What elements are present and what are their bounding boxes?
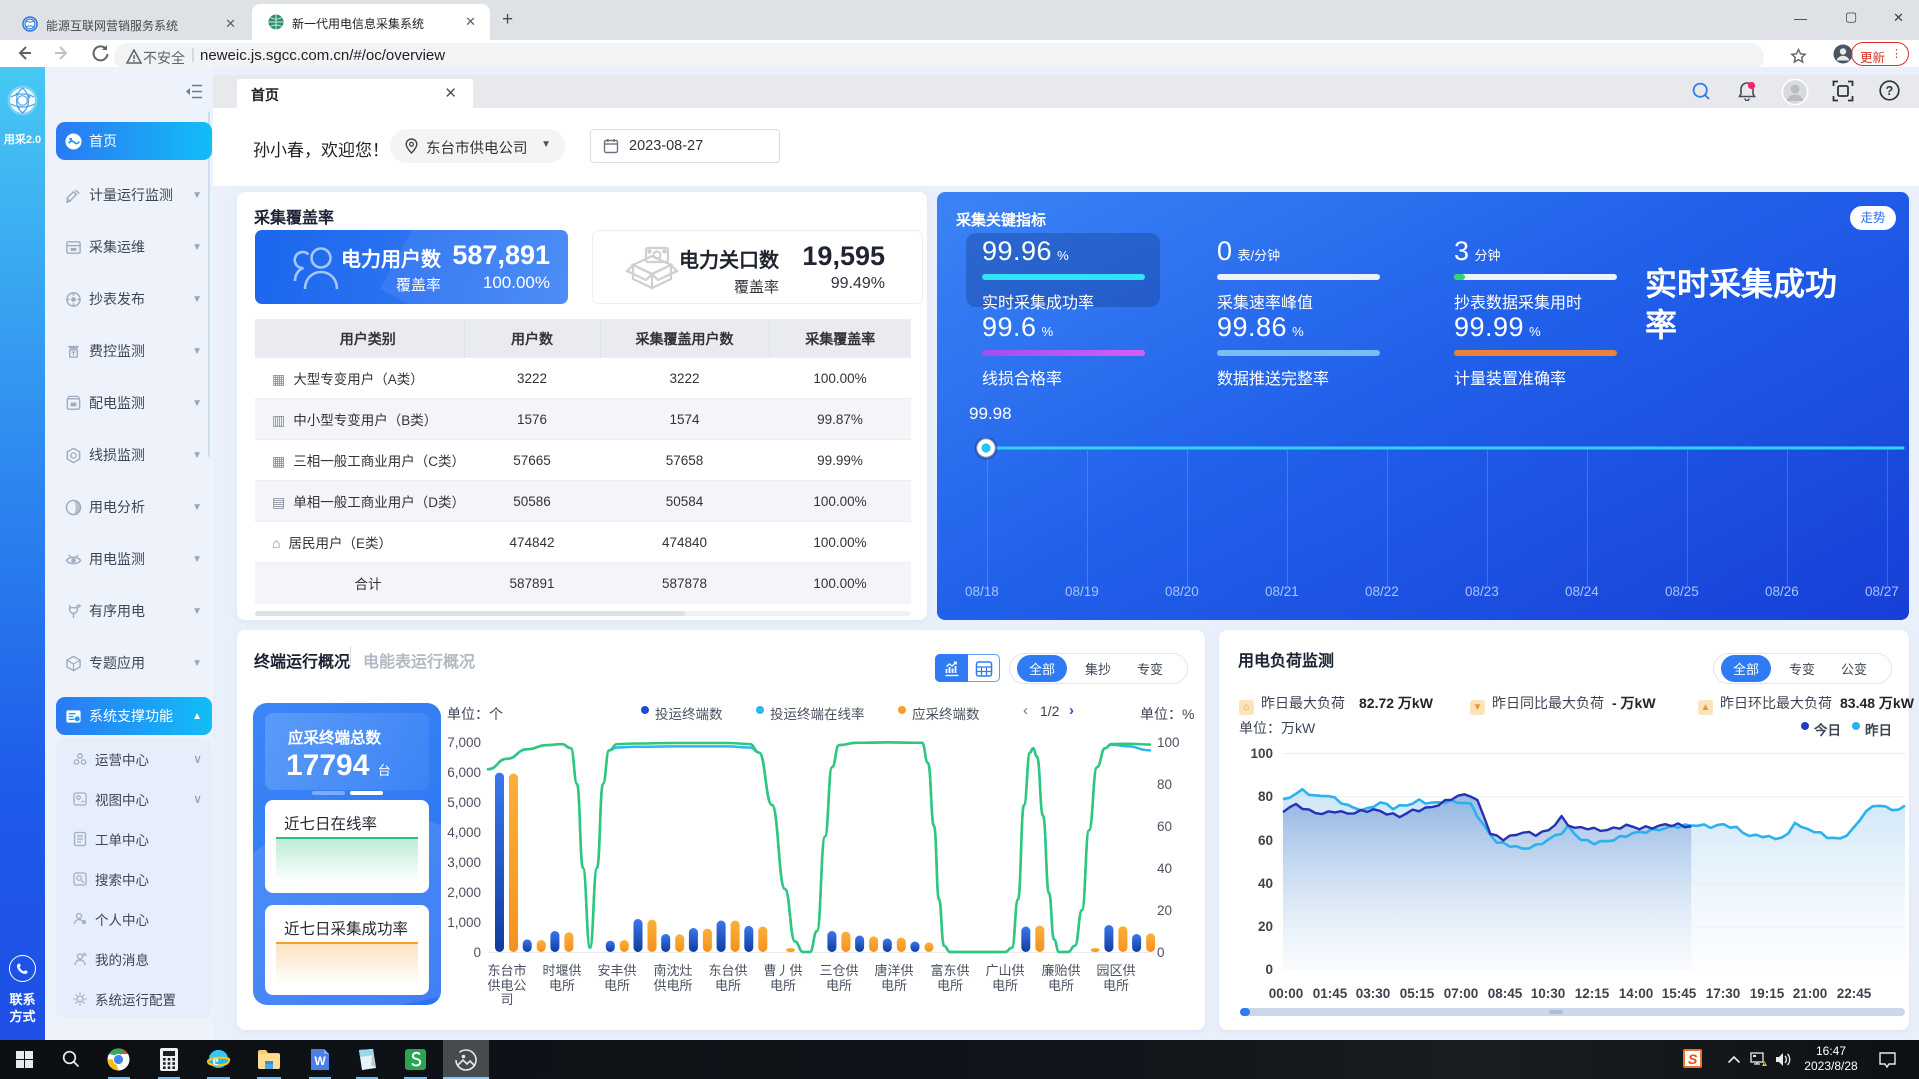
svg-text:?: ?: [1886, 84, 1894, 98]
svg-text:e: e: [213, 1054, 219, 1069]
svg-text:W: W: [314, 1054, 326, 1068]
